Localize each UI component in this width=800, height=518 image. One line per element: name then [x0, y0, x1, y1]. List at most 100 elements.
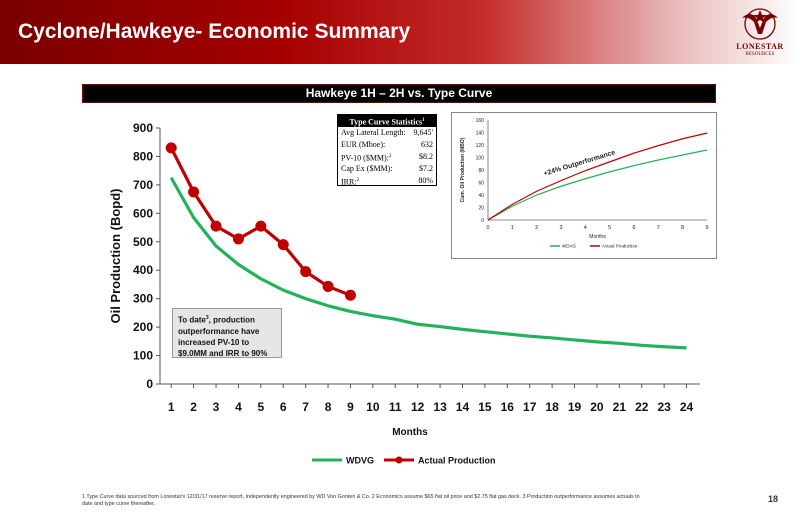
x-tick-label: 2	[190, 400, 197, 414]
stats-value: $7.2	[419, 164, 433, 173]
inset-y-tick-label: 60	[478, 181, 484, 187]
inset-x-tick-label: 8	[681, 225, 684, 231]
inset-y-tick-label: 160	[476, 118, 485, 124]
data-point	[300, 266, 312, 278]
x-tick-label: 10	[366, 400, 380, 414]
inset-y-tick-label: 140	[476, 131, 485, 137]
stats-value: 80%	[418, 176, 433, 185]
stats-row: IRR:2 80%	[338, 175, 436, 187]
stats-label: PV-10 ($MM):2	[341, 153, 392, 163]
y-tick-label: 100	[133, 349, 153, 363]
stats-value: 9,645'	[413, 128, 433, 137]
inset-legend-label-0: WDVG	[562, 244, 576, 249]
y-tick-label: 500	[133, 235, 153, 249]
stats-row: PV-10 ($MM):2 $8.2	[338, 151, 436, 163]
y-tick-label: 200	[133, 320, 153, 334]
stats-label: EUR (Mboe):	[341, 140, 386, 149]
inset-y-tick-label: 40	[478, 193, 484, 199]
inset-x-axis-title: Months	[589, 234, 606, 240]
stats-value: 632	[421, 140, 433, 149]
y-tick-label: 800	[133, 149, 153, 163]
x-tick-label: 24	[680, 400, 694, 414]
inset-x-tick-label: 0	[486, 225, 489, 231]
x-tick-label: 16	[501, 400, 515, 414]
x-tick-label: 23	[657, 400, 671, 414]
y-axis-title: Oil Production (Bopd)	[108, 188, 123, 323]
x-tick-label: 20	[590, 400, 604, 414]
inset-x-tick-label: 5	[608, 225, 611, 231]
y-tick-label: 900	[133, 121, 153, 135]
logo-sub-text: RESOURCES	[745, 52, 775, 57]
inset-x-tick-label: 9	[705, 225, 708, 231]
x-tick-label: 17	[523, 400, 537, 414]
data-point	[232, 233, 244, 245]
inset-y-axis-title: Cum. Oil Production (MBO)	[460, 137, 466, 202]
x-tick-label: 8	[325, 400, 332, 414]
stats-row: Avg Lateral Length: 9,645'	[338, 127, 436, 139]
data-point	[344, 289, 356, 301]
y-tick-label: 400	[133, 263, 153, 277]
inset-series-line-0	[487, 149, 708, 221]
y-tick-label: 0	[146, 377, 153, 391]
y-tick-label: 600	[133, 206, 153, 220]
inset-x-tick-label: 3	[559, 225, 562, 231]
data-point	[322, 280, 334, 292]
logo-text: LONESTAR RESOURCES	[728, 42, 792, 57]
y-tick-label: 700	[133, 178, 153, 192]
inset-x-tick-label: 6	[632, 225, 635, 231]
series-line-0	[169, 176, 687, 350]
data-point	[210, 220, 222, 232]
inset-y-tick-label: 120	[476, 143, 485, 149]
inset-x-tick-label: 4	[584, 225, 587, 231]
page-title: Cyclone/Hawkeye- Economic Summary	[18, 20, 411, 43]
x-tick-label: 4	[235, 400, 242, 414]
inset-legend-label-1: Actual Production	[602, 244, 638, 249]
stats-label: IRR:2	[341, 177, 360, 187]
inset-chart-panel: 0 20 40 60 80 100 120 140 160 0 1 2 3 4 5 6 7 8 9 Months Cum…	[451, 112, 717, 259]
stats-label: Cap Ex ($MM):	[341, 164, 393, 173]
x-tick-label: 3	[213, 400, 220, 414]
logo-main-text: LONESTAR	[736, 42, 784, 51]
legend-marker	[395, 456, 403, 464]
x-tick-label: 13	[433, 400, 447, 414]
x-tick-label: 9	[347, 400, 354, 414]
inset-y-tick-label: 20	[478, 206, 484, 212]
inset-x-tick-label: 7	[657, 225, 660, 231]
x-tick-label: 6	[280, 400, 287, 414]
header-band	[0, 0, 800, 64]
x-tick-label: 18	[545, 400, 559, 414]
x-tick-label: 22	[635, 400, 649, 414]
x-axis-title: Months	[392, 427, 428, 438]
y-tick-label: 300	[133, 292, 153, 306]
inset-x-tick-label: 2	[535, 225, 538, 231]
page-number: 18	[768, 494, 779, 504]
x-tick-label: 15	[478, 400, 492, 414]
data-point	[165, 142, 177, 154]
stats-row: EUR (Mboe): 632	[338, 139, 436, 151]
section-title: Hawkeye 1H – 2H vs. Type Curve	[82, 84, 716, 103]
inset-chart: 0 20 40 60 80 100 120 140 160 0 1 2 3 4 5 6 7 8 9 Months Cum…	[460, 118, 709, 249]
x-tick-label: 7	[302, 400, 309, 414]
stats-value: $8.2	[419, 152, 433, 161]
x-tick-label: 5	[257, 400, 264, 414]
inset-y-tick-label: 100	[476, 156, 485, 162]
type-curve-stats: Type Curve Statistics1 Avg Lateral Lengt…	[337, 114, 437, 187]
legend-label-0: WDVG	[346, 456, 374, 466]
outperformance-callout: To date3, production outperformance have…	[172, 308, 282, 358]
stats-label: Avg Lateral Length:	[341, 128, 406, 137]
x-tick-label: 1	[168, 400, 175, 414]
data-point	[277, 239, 289, 251]
stats-title: Type Curve Statistics1	[338, 115, 436, 127]
data-point	[255, 220, 267, 232]
x-tick-label: 11	[389, 400, 402, 414]
inset-y-tick-label: 80	[478, 168, 484, 174]
footnote: 1 Type Curve data sourced from Lonestar'…	[82, 494, 640, 507]
x-tick-label: 21	[613, 400, 627, 414]
legend-label-1: Actual Production	[418, 456, 496, 466]
inset-x-tick-label: 1	[511, 225, 514, 231]
inset-series-line-1	[487, 132, 708, 221]
stats-row: Cap Ex ($MM): $7.2	[338, 163, 436, 175]
inset-y-tick-label: 0	[481, 218, 484, 224]
x-tick-label: 14	[456, 400, 470, 414]
